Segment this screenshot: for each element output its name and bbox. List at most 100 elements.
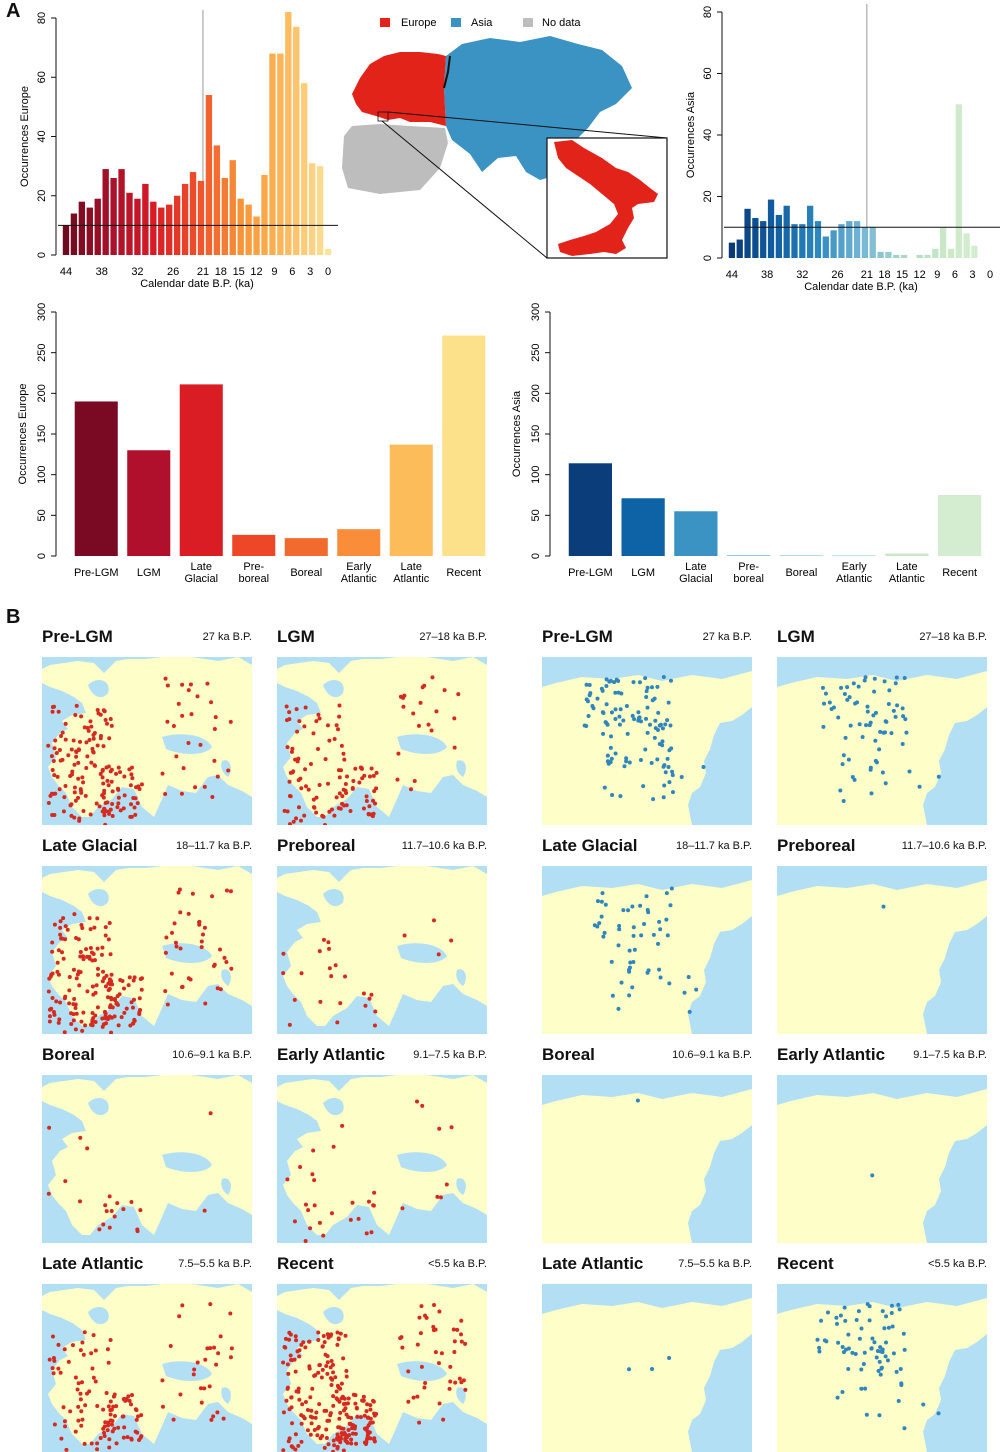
occurrence-dot — [862, 678, 867, 683]
asia-map-title: Late Atlantic — [542, 1254, 644, 1273]
x-tick-label: 3 — [969, 269, 975, 281]
occurrence-dot — [645, 730, 650, 735]
occurrence-dot — [897, 1307, 902, 1312]
occurrence-dot — [820, 685, 825, 690]
occurrence-dot — [226, 768, 231, 773]
occurrence-dot — [100, 767, 105, 772]
bar — [284, 538, 328, 556]
occurrence-dot — [84, 765, 89, 770]
y-tick-label: 300 — [36, 303, 48, 321]
y-tick-label: 150 — [36, 425, 48, 443]
occurrence-dot — [74, 703, 79, 708]
category-label: Pre-LGM — [74, 567, 119, 579]
x-tick-label: 6 — [952, 269, 958, 281]
occurrence-dot — [372, 1190, 377, 1195]
x-tick-label: 38 — [761, 269, 773, 281]
occurrence-dot — [306, 1208, 311, 1213]
bar — [337, 529, 381, 556]
occurrence-dot — [163, 989, 168, 994]
occurrence-dot — [104, 1209, 109, 1214]
asia-map-title: Pre-LGM — [542, 627, 613, 646]
occurrence-dot — [656, 941, 661, 946]
occurrence-dot — [362, 1413, 367, 1418]
occurrence-dot — [333, 1375, 338, 1380]
occurrence-dot — [921, 1402, 926, 1407]
occurrence-dot — [129, 802, 134, 807]
europe-map-title: Late Atlantic — [42, 1254, 144, 1273]
occurrence-dot — [91, 732, 96, 737]
asia-region — [444, 36, 632, 180]
occurrence-dot — [284, 1398, 289, 1403]
occurrence-dot — [288, 1332, 293, 1337]
inland-sea — [323, 888, 344, 907]
occurrence-dot — [85, 1391, 90, 1396]
occurrence-dot — [371, 1203, 376, 1208]
occurrence-dot — [883, 1354, 888, 1359]
occurrence-dot — [203, 1357, 208, 1362]
occurrence-dot — [52, 746, 57, 751]
x-tick-label: 12 — [250, 266, 262, 278]
occurrence-dot — [289, 1395, 294, 1400]
occurrence-dot — [301, 1340, 306, 1345]
bar — [807, 205, 814, 258]
occurrence-dot — [884, 1314, 889, 1319]
occurrence-dot — [638, 758, 643, 763]
occurrence-dot — [186, 741, 191, 746]
asia-map-period-range: <5.5 ka B.P. — [928, 1258, 987, 1270]
occurrence-dot — [314, 1410, 319, 1415]
occurrence-dot — [836, 1340, 841, 1345]
occurrence-dot — [663, 770, 668, 775]
occurrence-dot — [846, 1332, 851, 1337]
legend-swatch-europe — [380, 18, 390, 27]
occurrence-dot — [400, 1345, 405, 1350]
bar — [78, 201, 86, 255]
occurrence-dot — [361, 806, 366, 811]
occurrence-dot — [52, 1422, 57, 1427]
occurrence-dot — [74, 1011, 79, 1016]
occurrence-dot — [130, 1393, 135, 1398]
bar — [301, 83, 308, 255]
occurrence-dot — [917, 784, 922, 789]
occurrence-dot — [586, 713, 591, 718]
occurrence-dot — [817, 1345, 822, 1350]
occurrence-dot — [456, 692, 461, 697]
occurrence-dot — [433, 1350, 438, 1355]
asia-map-period-range: 18–11.7 ka B.P. — [675, 840, 752, 852]
occurrence-dot — [616, 679, 621, 684]
occurrence-dot — [872, 1340, 877, 1345]
x-tick-label: 38 — [96, 266, 108, 278]
europe-region — [352, 52, 446, 126]
occurrence-dot — [61, 1405, 66, 1410]
occurrence-dot — [325, 1354, 330, 1359]
occurrence-dot — [198, 1386, 203, 1391]
occurrence-dot — [80, 775, 85, 780]
europe-map-title: Recent — [277, 1254, 334, 1273]
occurrence-dot — [125, 1435, 130, 1440]
occurrence-dot — [312, 1178, 317, 1183]
bar — [229, 160, 236, 255]
occurrence-dot — [632, 947, 637, 952]
x-tick-label: 26 — [167, 266, 179, 278]
occurrence-dot — [114, 1404, 119, 1409]
occurrence-dot — [668, 678, 673, 683]
occurrence-dot — [85, 754, 90, 759]
occurrence-dot — [89, 760, 94, 765]
occurrence-dot — [205, 681, 210, 686]
occurrence-dot — [101, 744, 106, 749]
occurrence-dot — [350, 785, 355, 790]
occurrence-dot — [51, 1355, 56, 1360]
occurrence-dot — [79, 1409, 84, 1414]
occurrence-dot — [102, 1009, 107, 1014]
occurrence-dot — [617, 722, 622, 727]
land-area — [277, 866, 487, 1026]
occurrence-dot — [134, 1417, 139, 1422]
x-tick-label: 26 — [831, 269, 843, 281]
occurrence-dot — [296, 756, 301, 761]
occurrence-dot — [292, 997, 297, 1002]
occurrence-dot — [340, 794, 345, 799]
asia-occurrence-map — [777, 1284, 987, 1452]
inland-sea — [456, 1178, 466, 1195]
occurrence-dot — [868, 765, 873, 770]
occurrence-dot — [229, 966, 234, 971]
occurrence-dot — [115, 805, 120, 810]
